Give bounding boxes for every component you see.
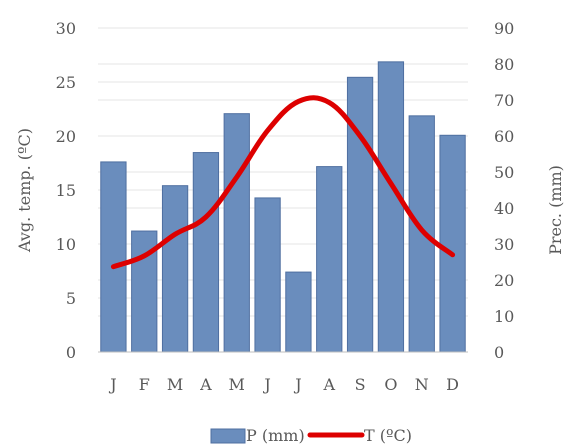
- right-tick-label: 80: [494, 55, 514, 74]
- left-tick-label: 5: [66, 289, 76, 308]
- legend-swatch-precipitation: [210, 428, 246, 444]
- bar-precipitation: [161, 185, 189, 353]
- right-tick-label: 0: [494, 343, 504, 362]
- bar-precipitation: [254, 197, 281, 353]
- x-tick-label: S: [355, 375, 366, 394]
- legend: P (mm) T (ºC): [210, 426, 412, 445]
- bar-precipitation: [100, 161, 127, 353]
- x-tick-label: O: [384, 375, 397, 394]
- bar-precipitation: [316, 166, 343, 353]
- left-tick-label: 10: [56, 235, 76, 254]
- x-tick-label: A: [199, 375, 212, 394]
- right-axis-ticks: 0 10 20 30 40 50 60 70 80 90: [494, 19, 514, 362]
- bar-precipitation: [223, 113, 250, 353]
- bar-precipitation: [439, 134, 466, 353]
- right-tick-label: 70: [494, 91, 514, 110]
- bar-precipitation: [192, 152, 220, 353]
- right-axis-title: Prec. (mm): [546, 165, 565, 255]
- right-tick-label: 20: [494, 271, 514, 290]
- legend-label-temperature: T (ºC): [364, 426, 412, 445]
- legend-label-precipitation: P (mm): [246, 426, 305, 445]
- left-tick-label: 15: [56, 181, 76, 200]
- right-tick-label: 60: [494, 127, 514, 146]
- right-tick-label: 30: [494, 235, 514, 254]
- x-tick-label: M: [167, 375, 183, 394]
- bar-precipitation: [285, 271, 312, 353]
- x-tick-label: F: [139, 375, 150, 394]
- bar-precipitation: [408, 115, 435, 353]
- x-tick-label: N: [415, 375, 429, 394]
- line-temperature: [110, 95, 456, 270]
- left-tick-label: 30: [56, 19, 76, 38]
- left-axis-ticks: 0 5 10 15 20 25 30: [56, 19, 76, 362]
- x-tick-label: M: [229, 375, 245, 394]
- precipitation-bars: [100, 61, 466, 353]
- x-tick-label: J: [262, 375, 270, 394]
- left-tick-label: 25: [56, 73, 76, 92]
- x-tick-label: D: [446, 375, 459, 394]
- right-tick-label: 50: [494, 163, 514, 182]
- bar-precipitation: [346, 76, 374, 353]
- left-tick-label: 20: [56, 127, 76, 146]
- bar-precipitation: [131, 230, 158, 353]
- x-tick-label: A: [322, 375, 335, 394]
- left-tick-label: 0: [66, 343, 76, 362]
- right-tick-label: 90: [494, 19, 514, 38]
- x-tick-label: J: [293, 375, 301, 394]
- right-tick-label: 10: [494, 307, 514, 326]
- x-tick-label: J: [108, 375, 116, 394]
- bar-precipitation: [377, 61, 405, 353]
- left-axis-title: Avg. temp. (ºC): [15, 128, 34, 253]
- temperature-series: [110, 95, 456, 270]
- right-tick-label: 40: [494, 199, 514, 218]
